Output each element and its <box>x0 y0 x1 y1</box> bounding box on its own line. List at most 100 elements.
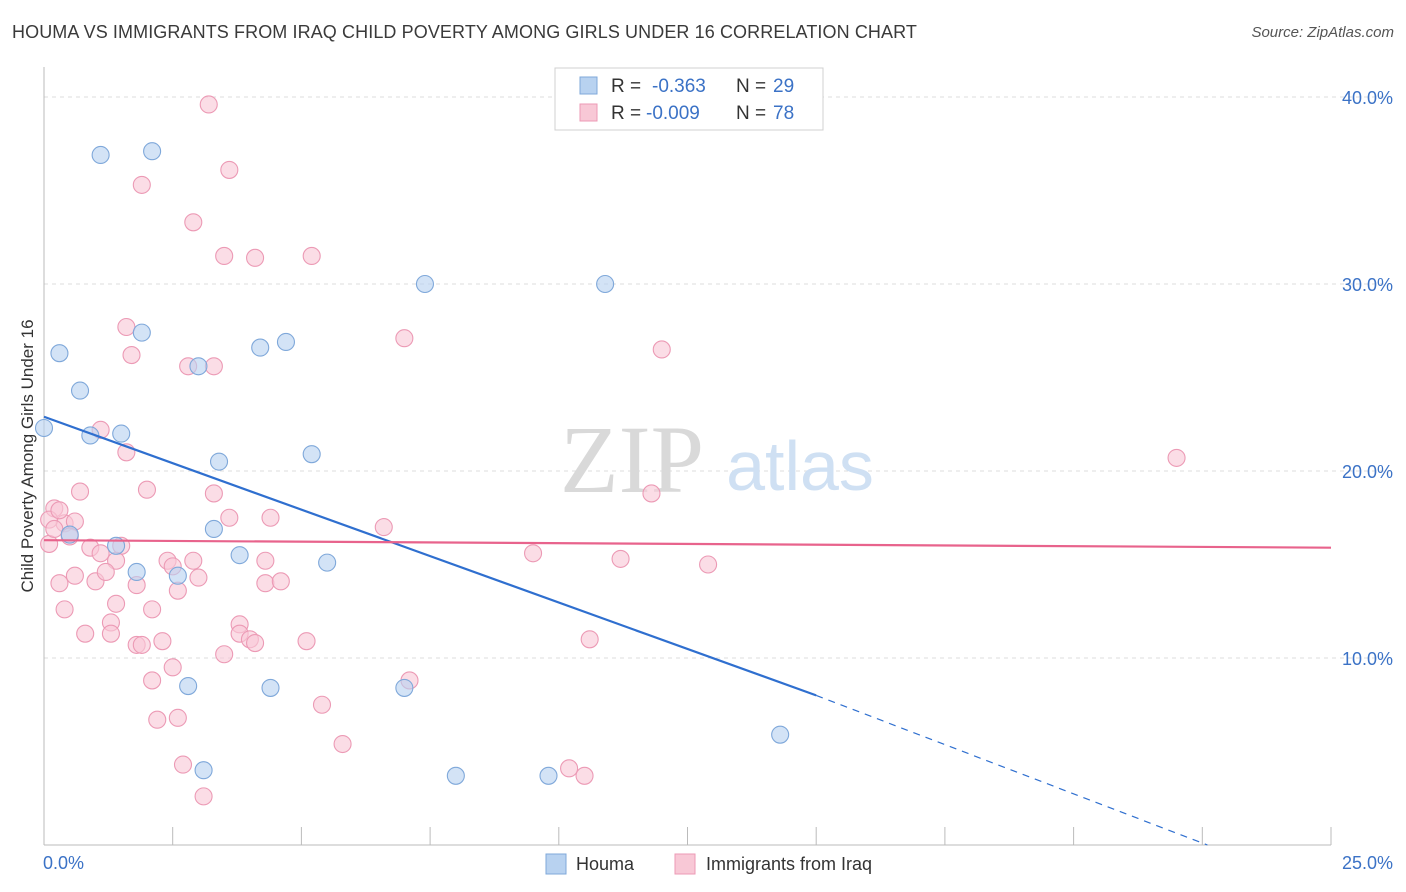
y-tick-label: 20.0% <box>1342 462 1393 482</box>
grid-lines <box>44 96 1391 659</box>
iraq-point <box>107 594 126 613</box>
y-tick-label: 10.0% <box>1342 649 1393 669</box>
iraq-point <box>302 246 321 265</box>
iraq-point <box>101 624 120 643</box>
trend-lines <box>43 415 1332 846</box>
iraq-point <box>560 759 579 778</box>
iraq-point <box>45 519 64 539</box>
iraq-point <box>70 482 90 501</box>
watermark: ZIP atlas <box>560 406 874 513</box>
iraq-point <box>374 518 393 537</box>
axes <box>43 67 1332 846</box>
iraq-point <box>153 632 172 651</box>
iraq-point <box>246 248 265 267</box>
iraq-point <box>652 340 671 359</box>
iraq-point <box>256 551 275 570</box>
legend-houma-swatch <box>545 853 567 875</box>
iraq-point <box>194 787 213 806</box>
houma-point <box>261 678 280 697</box>
iraq-point <box>143 671 162 690</box>
houma-point <box>771 725 790 744</box>
iraq-point <box>261 508 280 527</box>
houma-point <box>127 562 146 582</box>
iraq-point <box>117 317 136 337</box>
legend-pink-swatch <box>579 103 598 122</box>
iraq-point <box>50 501 69 520</box>
iraq-point <box>143 600 162 619</box>
legend-blue-n-label: N = <box>736 76 766 97</box>
iraq-point <box>96 562 115 582</box>
iraq-point <box>189 568 208 587</box>
iraq-point <box>1167 448 1186 467</box>
x-tick-label: 25.0% <box>1342 853 1393 873</box>
iraq-point <box>168 708 187 727</box>
legend-series: Houma Immigrants from Iraq <box>545 853 872 875</box>
legend-pink-r-value: -0.009 <box>646 103 700 124</box>
iraq-point <box>256 574 275 593</box>
houma-point <box>189 357 208 376</box>
houma-point <box>318 553 337 572</box>
iraq-point <box>50 574 69 593</box>
tick-labels: 10.0% 20.0% 30.0% 40.0% 0.0% 25.0% <box>43 88 1393 873</box>
houma-point <box>143 142 162 161</box>
houma-point <box>251 338 270 357</box>
iraq-point <box>55 600 74 619</box>
legend-pink-n-label: N = <box>736 103 766 124</box>
iraq-point <box>199 95 218 114</box>
iraq-point <box>611 549 630 568</box>
iraq-point <box>65 566 84 585</box>
source-label: Source: ZipAtlas.com <box>1251 24 1394 41</box>
chart-title: HOUMA VS IMMIGRANTS FROM IRAQ CHILD POVE… <box>12 22 917 42</box>
houma-point <box>34 418 54 438</box>
houma-point <box>50 344 69 363</box>
iraq-point <box>580 630 599 649</box>
houma-point <box>112 424 131 443</box>
houma-point <box>230 546 249 565</box>
houma-point <box>179 676 198 696</box>
iraq-point <box>271 572 290 591</box>
watermark-zip: ZIP <box>560 406 704 513</box>
watermark-atlas: atlas <box>726 427 874 505</box>
iraq-point <box>184 213 203 232</box>
y-tick-label: 30.0% <box>1342 275 1393 295</box>
iraq-point <box>204 357 223 376</box>
houma-point <box>194 761 213 780</box>
pink-series-points <box>40 95 1186 806</box>
legend-pink-r-label: R = <box>611 103 641 124</box>
iraq-point <box>215 246 234 265</box>
iraq-point <box>132 175 151 194</box>
iraq-point <box>132 635 151 654</box>
iraq-point <box>297 632 316 651</box>
houma-point <box>132 323 151 342</box>
y-tick-label: 40.0% <box>1342 88 1393 108</box>
iraq-point <box>148 710 167 729</box>
legend-iraq-label: Immigrants from Iraq <box>706 854 872 874</box>
iraq-point <box>215 645 234 664</box>
legend-blue-r-value: -0.363 <box>652 76 706 97</box>
iraq-point <box>395 329 414 348</box>
iraq-point <box>204 484 223 503</box>
iraq-point <box>122 346 141 365</box>
legend-pink-n-value: 78 <box>773 103 794 124</box>
legend-blue-r-label: R = <box>611 76 641 97</box>
houma-point <box>446 766 465 785</box>
iraq-point <box>699 555 718 574</box>
iraq-point <box>91 544 110 563</box>
iraq-point <box>333 734 352 754</box>
houma-point <box>539 766 558 785</box>
houma-point <box>91 145 110 165</box>
houma-point <box>70 381 90 400</box>
y-axis-label: Child Poverty Among Girls Under 16 <box>18 319 37 592</box>
legend-houma-label: Houma <box>576 854 635 874</box>
iraq-point <box>642 484 661 503</box>
houma-point <box>168 566 187 585</box>
iraq-point <box>163 658 182 677</box>
iraq-point <box>173 755 193 774</box>
iraq-point <box>137 480 157 499</box>
houma-point <box>60 525 79 544</box>
houma-trend-extension <box>815 694 1208 846</box>
houma-point <box>395 678 414 697</box>
iraq-point <box>220 160 239 179</box>
iraq-point <box>184 551 203 570</box>
houma-point <box>204 519 223 539</box>
